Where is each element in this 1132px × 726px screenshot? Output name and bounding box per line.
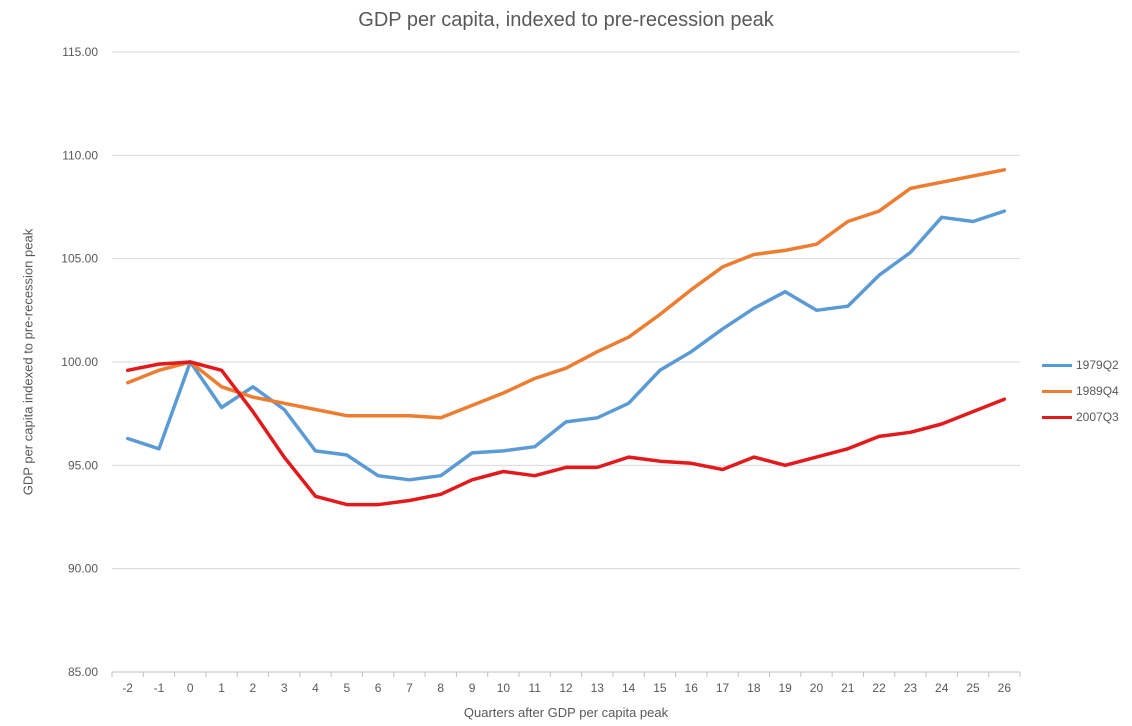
x-tick-label: 20 — [810, 681, 824, 695]
x-tick-label: 14 — [622, 681, 636, 695]
x-tick-label: -1 — [154, 681, 165, 695]
x-tick-label: 17 — [716, 681, 730, 695]
legend-swatch — [1042, 415, 1072, 419]
series-line-2007Q3 — [125, 360, 1007, 507]
y-tick-label: 100.00 — [61, 355, 98, 369]
x-tick-label: 8 — [437, 681, 444, 695]
legend-label: 2007Q3 — [1076, 410, 1119, 424]
x-tick-label: 12 — [559, 681, 573, 695]
x-tick-label: 23 — [904, 681, 918, 695]
x-tick-label: 21 — [841, 681, 855, 695]
x-tick-label: 7 — [406, 681, 413, 695]
y-tick-label: 95.00 — [68, 458, 98, 472]
x-tick-label: 4 — [312, 681, 319, 695]
x-tick-label: 22 — [872, 681, 886, 695]
x-tick-label: 1 — [218, 681, 225, 695]
x-tick-label: 16 — [685, 681, 699, 695]
legend-item: 1979Q2 — [1042, 352, 1119, 378]
legend-item: 2007Q3 — [1042, 404, 1119, 430]
x-tick-label: 26 — [998, 681, 1012, 695]
chart-title: GDP per capita, indexed to pre-recession… — [358, 9, 774, 31]
y-tick-label: 105.00 — [61, 252, 98, 266]
x-tick-label: 24 — [935, 681, 949, 695]
legend-label: 1979Q2 — [1076, 358, 1119, 372]
legend-swatch — [1042, 363, 1072, 367]
legend: 1979Q2 1989Q4 2007Q3 — [1042, 352, 1119, 430]
x-tick-label: 5 — [343, 681, 350, 695]
x-tick-label: 15 — [653, 681, 667, 695]
x-tick-label: 0 — [187, 681, 194, 695]
legend-swatch — [1042, 389, 1072, 393]
y-tick-label: 115.00 — [62, 45, 98, 59]
x-tick-label: 2 — [250, 681, 257, 695]
x-tick-label: 6 — [375, 681, 382, 695]
y-tick-label: 110.00 — [62, 148, 98, 162]
legend-item: 1989Q4 — [1042, 378, 1119, 404]
x-tick-label: 10 — [497, 681, 511, 695]
x-tick-label: 3 — [281, 681, 288, 695]
x-tick-label: 9 — [469, 681, 476, 695]
y-tick-label: 85.00 — [68, 665, 98, 679]
x-axis-label: Quarters after GDP per capita peak — [463, 705, 669, 720]
x-tick-label: 19 — [778, 681, 792, 695]
y-tick-label: 90.00 — [68, 562, 98, 576]
x-tick-label: 13 — [591, 681, 605, 695]
x-tick-label: 11 — [528, 681, 541, 695]
x-tick-label: 18 — [747, 681, 761, 695]
x-tick-label: 25 — [966, 681, 980, 695]
legend-label: 1989Q4 — [1076, 384, 1119, 398]
series-line-1989Q4 — [125, 168, 1007, 420]
x-tick-label: -2 — [122, 681, 133, 695]
